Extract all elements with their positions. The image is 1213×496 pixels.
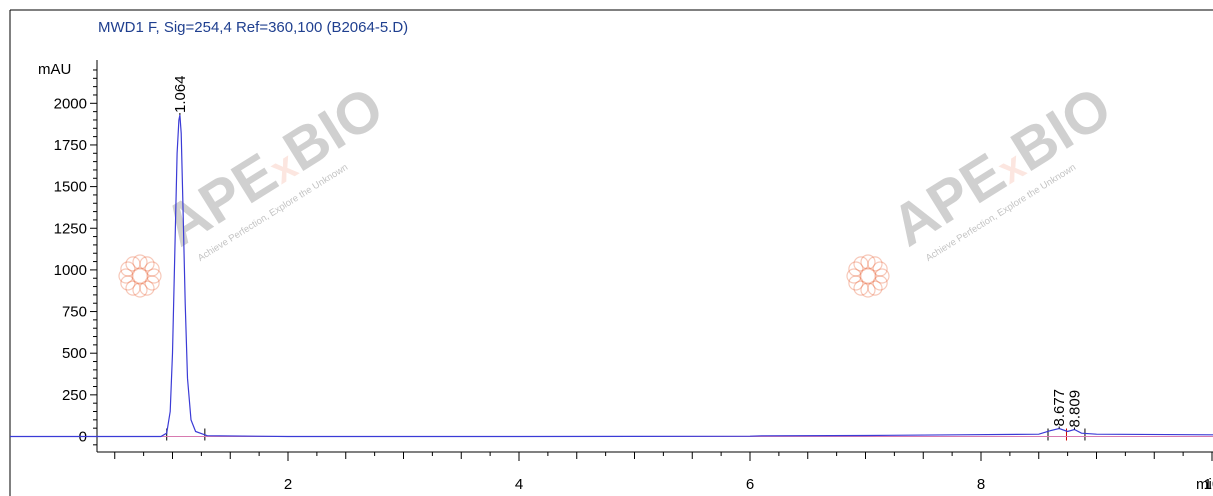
peak-label: 8.677 (1051, 389, 1068, 427)
y-axis-label: mAU (38, 61, 71, 78)
x-tick-label: 4 (515, 476, 523, 493)
chart-title: MWD1 F, Sig=254,4 Ref=360,100 (B2064-5.D… (98, 19, 408, 36)
series-line (10, 114, 1213, 438)
peak-label: 8.809 (1066, 390, 1083, 428)
y-tick-label: 1750 (54, 137, 87, 154)
x-tick-label: 10 (1204, 476, 1213, 493)
y-tick-label: 2000 (54, 95, 87, 112)
y-tick-label: 1250 (54, 220, 87, 237)
peak-label: 1.064 (172, 75, 189, 113)
y-tick-label: 500 (62, 345, 87, 362)
y-tick-label: 1000 (54, 262, 87, 279)
x-tick-label: 2 (284, 476, 292, 493)
y-tick-label: 750 (62, 304, 87, 321)
x-tick-label: 6 (746, 476, 754, 493)
ticks-group: 025050075010001250150017502000246810 (54, 69, 1213, 493)
y-tick-label: 250 (62, 387, 87, 404)
x-axis-label: mi (1196, 476, 1212, 493)
apexbio-logo-icon (846, 254, 890, 298)
x-tick-label: 8 (977, 476, 985, 493)
apexbio-logo-icon (118, 254, 162, 298)
series-group (10, 114, 1213, 438)
y-tick-label: 1500 (54, 179, 87, 196)
